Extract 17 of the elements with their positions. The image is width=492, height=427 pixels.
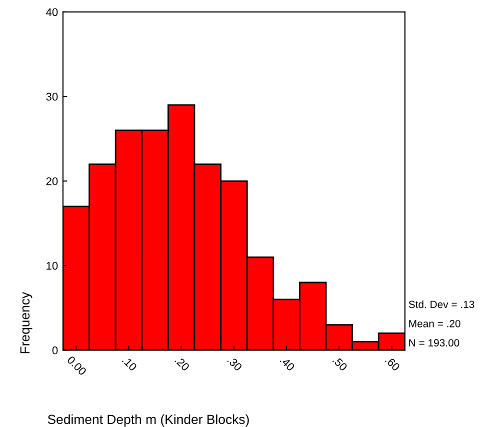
text: N = 193.00 <box>409 339 460 347</box>
y-tick-label: 30 <box>46 92 58 101</box>
x-axis-title: Sediment Depth m (Kinder Blocks) <box>48 414 249 427</box>
x-tick-label: .30 <box>227 356 243 372</box>
x-tick-label: .50 <box>332 356 348 372</box>
x-tick-label: .40 <box>280 356 296 372</box>
text: Mean = .20 <box>409 320 460 328</box>
x-tick-label: 0.00 <box>66 356 87 376</box>
x-tick-label: .20 <box>174 356 190 372</box>
y-tick-label: 10 <box>46 262 58 270</box>
x-tick-label: .60 <box>384 356 400 372</box>
y-tick-label: 20 <box>46 177 58 186</box>
text: Std. Dev = .13 <box>408 300 474 308</box>
x-tick-label: .10 <box>122 356 138 372</box>
y-tick-label: 0 <box>52 346 58 354</box>
y-axis-title: Frequency <box>20 292 32 354</box>
y-tick-label: 40 <box>46 8 58 16</box>
